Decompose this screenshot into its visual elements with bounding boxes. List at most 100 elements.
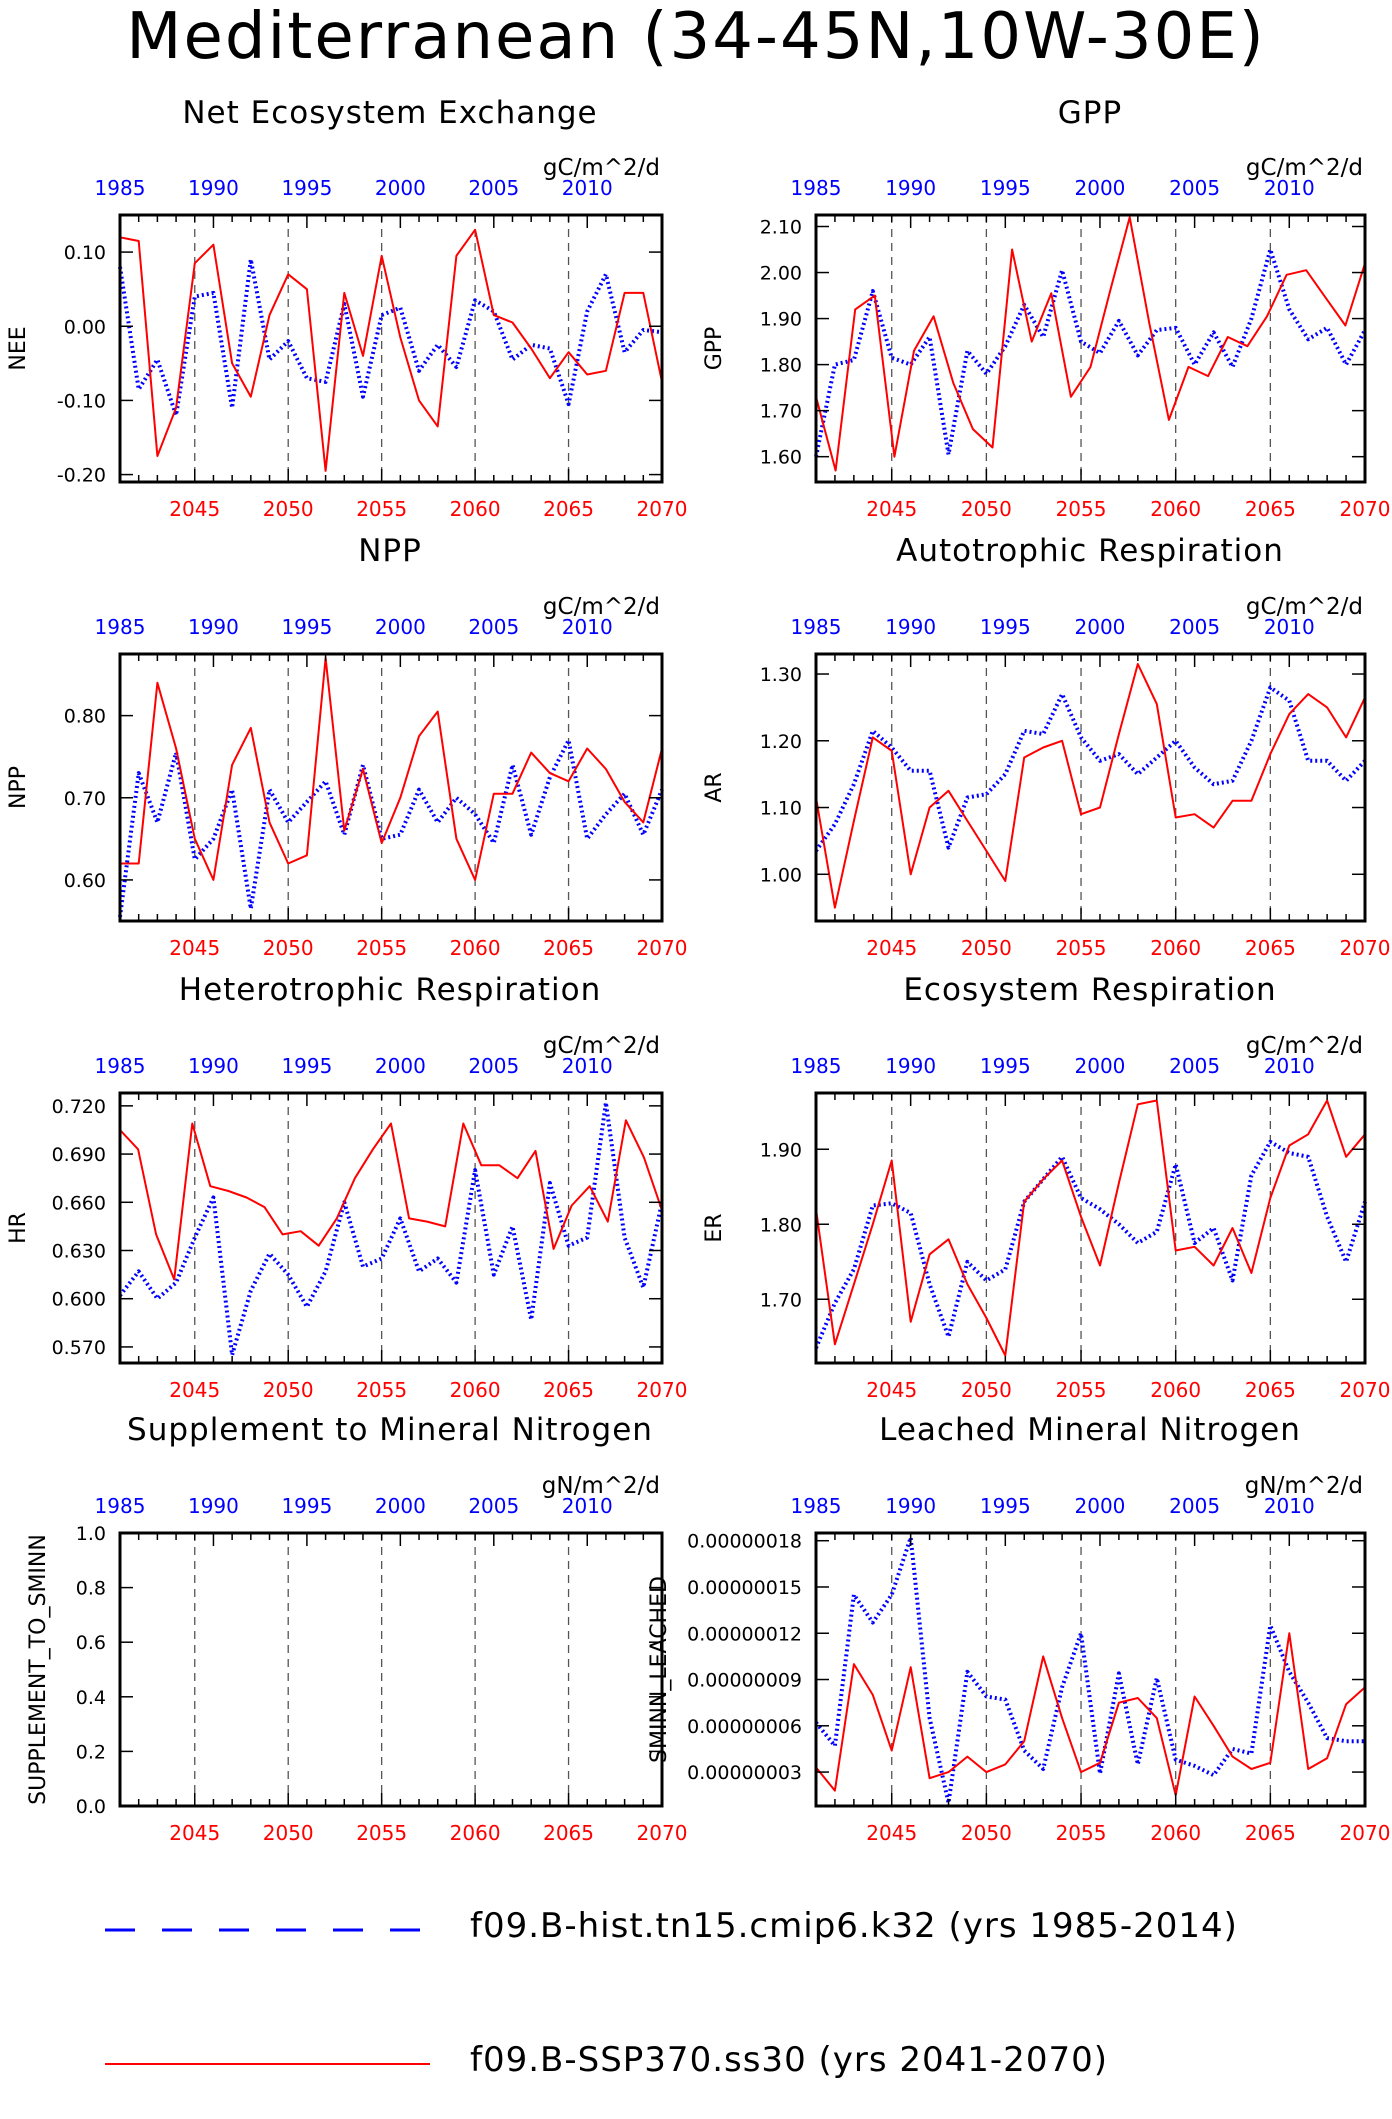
legend-item-ssp: f09.B-SSP370.ss30 (yrs 2041-2070)	[100, 2034, 1350, 2094]
x-tick-label-top: 1985	[791, 1054, 842, 1078]
x-tick-label-bottom: 2045	[866, 1821, 917, 1845]
y-tick-label: 1.80	[760, 1214, 802, 1236]
y-tick-label: 1.30	[760, 664, 802, 686]
x-tick-label-bottom: 2055	[356, 1378, 407, 1402]
chart-panel: 2045 2050 2055 2060 2065 2070 1985 1990 1995 2000…	[702, 155, 1390, 521]
chart-panel: 2045 2050 2055 2060 2065 2070 1985 1990 1995 2000…	[6, 1033, 687, 1402]
x-tick-label-bottom: 2050	[263, 497, 314, 521]
x-tick-label-bottom: 2045	[169, 1821, 220, 1845]
units-label: gC/m^2/d	[543, 1033, 660, 1059]
chart-panel: 2045 2050 2055 2060 2065 2070 1985 1990 1995 2000…	[702, 594, 1391, 960]
x-tick-label-bottom: 2050	[961, 497, 1012, 521]
y-tick-label: 0.00000003	[687, 1762, 802, 1784]
y-axis-label: SMINN_LEACHED	[647, 1576, 672, 1763]
y-tick-label: 0.2	[76, 1741, 106, 1763]
x-tick-label-top: 2010	[1264, 176, 1315, 200]
units-label: gN/m^2/d	[542, 1473, 660, 1499]
units-label: gC/m^2/d	[1246, 155, 1363, 181]
x-tick-label-top: 2000	[375, 1494, 426, 1518]
series-line-hist	[118, 257, 663, 418]
series-line-ssp	[815, 1632, 1366, 1797]
x-tick-label-bottom: 2045	[169, 936, 220, 960]
x-tick-label-top: 1995	[281, 615, 332, 639]
x-tick-label-bottom: 2060	[1150, 1821, 1201, 1845]
x-tick-label-bottom: 2050	[961, 936, 1012, 960]
x-tick-label-top: 1995	[980, 176, 1031, 200]
series-line-hist	[118, 738, 664, 918]
x-tick-label-bottom: 2065	[543, 1378, 594, 1402]
x-tick-label-top: 1990	[885, 176, 936, 200]
x-tick-label-bottom: 2065	[1245, 497, 1296, 521]
x-tick-label-bottom: 2045	[866, 936, 917, 960]
x-tick-label-top: 2010	[562, 1054, 613, 1078]
panel-title: Leached Mineral Nitrogen	[879, 1412, 1301, 1448]
x-tick-label-bottom: 2055	[1056, 1378, 1107, 1402]
y-tick-label: 0.720	[52, 1096, 106, 1118]
x-tick-label-top: 1990	[188, 1494, 239, 1518]
chart-panel: 2045 2050 2055 2060 2065 2070 1985 1990 1995 2000…	[702, 1033, 1391, 1402]
x-tick-label-top: 2005	[1169, 615, 1220, 639]
x-tick-label-top: 2000	[375, 615, 426, 639]
x-tick-label-top: 2010	[1264, 615, 1315, 639]
x-tick-label-top: 2005	[468, 1494, 519, 1518]
x-tick-label-top: 1990	[188, 615, 239, 639]
y-axis-label: NPP	[6, 766, 31, 809]
x-tick-label-top: 1985	[95, 176, 146, 200]
x-tick-label-bottom: 2055	[356, 497, 407, 521]
y-tick-label: 0.0	[76, 1796, 106, 1818]
y-tick-label: 1.10	[760, 798, 802, 820]
x-tick-label-bottom: 2065	[1245, 936, 1296, 960]
y-tick-label: 1.70	[760, 1289, 802, 1311]
x-tick-label-bottom: 2055	[1056, 936, 1107, 960]
panel-title: Autotrophic Respiration	[896, 533, 1284, 569]
legend-label-ssp: f09.B-SSP370.ss30 (yrs 2041-2070)	[470, 2040, 1108, 2080]
y-tick-label: 1.80	[760, 355, 802, 377]
units-label: gC/m^2/d	[543, 155, 660, 181]
y-axis-label: AR	[702, 772, 727, 802]
x-tick-label-bottom: 2065	[1245, 1821, 1296, 1845]
x-tick-label-top: 1990	[188, 176, 239, 200]
y-tick-label: 1.70	[760, 401, 802, 423]
y-axis-label: NEE	[6, 326, 31, 370]
x-tick-label-bottom: 2060	[1150, 936, 1201, 960]
x-tick-label-bottom: 2070	[637, 497, 688, 521]
legend-label-hist: f09.B-hist.tn15.cmip6.k32 (yrs 1985-2014…	[470, 1906, 1238, 1946]
y-tick-label: 1.90	[760, 1139, 802, 1161]
chart-panel: 2045 2050 2055 2060 2065 2070 1985 1990 1995 2000…	[26, 1473, 687, 1845]
x-tick-label-top: 1990	[885, 615, 936, 639]
x-tick-label-bottom: 2070	[1340, 936, 1391, 960]
y-tick-label: 0.00000018	[687, 1531, 802, 1553]
x-tick-label-top: 2000	[375, 176, 426, 200]
plot-frame	[814, 1091, 1367, 1365]
x-tick-label-top: 2000	[375, 1054, 426, 1078]
x-tick-label-top: 1985	[791, 176, 842, 200]
y-axis-label: GPP	[702, 327, 727, 371]
y-tick-label: 0.60	[64, 870, 106, 892]
x-tick-label-bottom: 2050	[263, 1821, 314, 1845]
panel-title: Heterotrophic Respiration	[178, 972, 602, 1008]
x-tick-label-bottom: 2045	[169, 497, 220, 521]
y-tick-label: 0.00000012	[687, 1623, 802, 1645]
panel-title: NPP	[358, 533, 422, 569]
x-tick-label-bottom: 2055	[1056, 1821, 1107, 1845]
panel-title: Supplement to Mineral Nitrogen	[127, 1412, 653, 1448]
y-tick-label: -0.10	[57, 390, 106, 412]
x-tick-label-bottom: 2050	[961, 1378, 1012, 1402]
x-tick-label-bottom: 2050	[263, 936, 314, 960]
x-tick-label-bottom: 2065	[1245, 1378, 1296, 1402]
x-tick-label-top: 1985	[791, 615, 842, 639]
panel-title: GPP	[1057, 95, 1123, 131]
y-tick-label: 0.80	[64, 706, 106, 728]
figure-title: Mediterranean (34-45N,10W-30E)	[126, 0, 1266, 74]
y-tick-label: 2.10	[760, 217, 802, 239]
plot-frame	[814, 213, 1367, 484]
x-tick-label-top: 1995	[980, 615, 1031, 639]
x-tick-label-top: 1995	[281, 1494, 332, 1518]
units-label: gC/m^2/d	[1246, 1033, 1363, 1059]
plot-frame	[118, 213, 664, 484]
x-tick-label-bottom: 2045	[866, 497, 917, 521]
y-tick-label: 1.60	[760, 447, 802, 469]
x-tick-label-bottom: 2070	[1340, 1378, 1391, 1402]
y-tick-label: -0.20	[57, 465, 106, 487]
x-tick-label-top: 2010	[1264, 1494, 1315, 1518]
